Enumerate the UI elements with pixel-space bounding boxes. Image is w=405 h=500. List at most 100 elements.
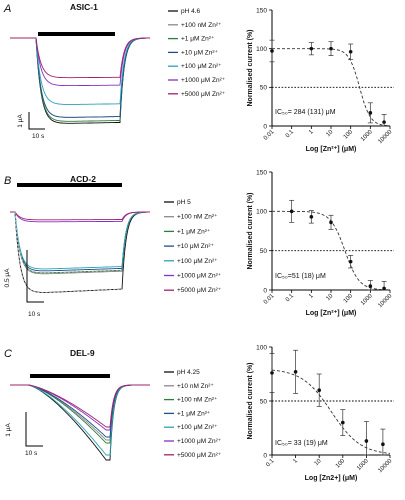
legend-label: +1000 μM Zn²⁺ — [177, 438, 222, 445]
data-point — [309, 46, 314, 51]
y-tick-label: 100 — [256, 344, 267, 351]
y-axis-label: Normalised current (%) — [247, 362, 254, 439]
data-point — [270, 371, 274, 375]
legend-label: +100 μM Zn²⁺ — [177, 258, 218, 265]
legend-label: +5000 μM Zn²⁺ — [177, 452, 222, 459]
trace-control — [10, 384, 150, 461]
panel-letter: C — [4, 348, 12, 360]
trace-zn_5000uM — [10, 384, 150, 428]
legend-label: +100 nM Zn²⁺ — [177, 214, 218, 221]
legend-label: +10 μM Zn²⁺ — [181, 49, 219, 56]
fit-curve — [271, 369, 391, 454]
data-point — [348, 259, 353, 264]
x-tick-label: 10000 — [377, 458, 394, 475]
x-tick-label: 0.01 — [263, 129, 276, 142]
scale-bar-y-label: 1 μA — [5, 423, 12, 437]
data-point — [382, 120, 386, 124]
trace-zn_100nM — [10, 384, 150, 441]
trace-control — [10, 211, 150, 293]
x-tick-label: 10000 — [377, 293, 394, 310]
legend-label: +100 μM Zn²⁺ — [177, 424, 218, 431]
data-point — [329, 220, 333, 225]
x-axis-label: Log [Zn²⁺] (μM) — [306, 310, 357, 317]
panel-title: ASIC-1 — [70, 2, 98, 12]
trace-zn_1000uM — [10, 384, 150, 431]
trace-zn_1000uM — [10, 211, 150, 223]
legend-label: +1 μM Zn²⁺ — [181, 36, 215, 43]
legend-label: +5000 μM Zn²⁺ — [181, 91, 226, 98]
legend-label: +100 nM Zn²⁺ — [181, 22, 222, 29]
x-tick-label: 1 — [308, 293, 315, 300]
trace-panel-A — [10, 37, 151, 124]
data-point — [368, 284, 373, 288]
y-axis-label: Normalised current (%) — [247, 192, 254, 269]
dose-response-B — [269, 171, 394, 293]
legend-label: +100 nM Zn²⁺ — [177, 397, 218, 404]
ic50-annotation: IC₅₀= 33 (19) μM — [275, 440, 328, 447]
panel-letter: B — [4, 175, 11, 187]
data-point — [368, 111, 373, 115]
data-point — [317, 388, 322, 393]
x-tick-label: 1000 — [356, 458, 370, 472]
scale-bar — [26, 250, 44, 303]
legend-label: pH 5 — [177, 199, 191, 206]
x-tick-label: 1 — [292, 458, 299, 465]
panel-title: DEL-9 — [70, 348, 95, 358]
trace-panel-C — [10, 384, 150, 461]
legend-label: +1 μM Zn²⁺ — [177, 228, 211, 235]
y-tick-label: 100 — [256, 46, 267, 53]
trace-zn_100uM — [10, 384, 150, 456]
trace-zn_1uM — [10, 37, 151, 122]
legend-label: pH 4.25 — [177, 369, 200, 376]
scale-bar — [25, 412, 43, 447]
x-axis-label: Log [Zn²⁺] (μM) — [306, 146, 357, 153]
x-tick-label: 1 — [308, 129, 315, 136]
x-tick-label: 1000 — [360, 293, 374, 307]
data-point — [270, 49, 274, 53]
x-tick-label: 1000 — [360, 129, 374, 143]
trace-zn_100uM — [10, 211, 151, 270]
legend-label: pH 4.6 — [181, 8, 201, 15]
y-tick-label: 50 — [260, 85, 268, 92]
trace-fit-line — [14, 211, 122, 274]
ic50-annotation: IC₅₀=51 (18) μM — [275, 273, 326, 280]
trace-zn_5000uM — [10, 37, 150, 79]
y-tick-label: 100 — [256, 209, 267, 216]
y-tick-label: 50 — [260, 248, 268, 255]
x-tick-label: 10 — [325, 293, 334, 302]
y-axis-label: Normalised current (%) — [247, 29, 254, 106]
dose-response-A — [269, 9, 394, 129]
data-point — [293, 370, 298, 374]
scale-bar — [28, 112, 45, 130]
x-tick-label: 10 — [314, 458, 323, 467]
panel-title: ACD-2 — [70, 174, 96, 184]
legend-label: +100 μM Zn²⁺ — [181, 63, 222, 70]
y-tick-label: 0 — [263, 452, 267, 459]
x-tick-label: 0.1 — [265, 458, 276, 469]
x-tick-label: 0.1 — [285, 129, 296, 140]
x-tick-label: 100 — [343, 129, 355, 141]
scale-bar-y-label: 0.5 μA — [4, 268, 11, 288]
panel-letter: A — [3, 3, 11, 15]
data-point — [381, 442, 385, 447]
legend-label: +5000 μM Zn²⁺ — [177, 287, 222, 294]
x-tick-label: 0.1 — [285, 293, 296, 304]
trace-control — [10, 37, 151, 124]
legend-label: +1000 μM Zn²⁺ — [177, 273, 222, 280]
legend-label: +10 μM Zn²⁺ — [177, 243, 215, 250]
x-tick-label: 10 — [325, 129, 334, 138]
trace-fit-line — [14, 211, 122, 293]
trace-zn_5000uM — [10, 211, 150, 221]
x-axis-label: Log [Zn2+] (μM) — [305, 475, 358, 482]
data-point — [289, 209, 294, 214]
data-point — [382, 286, 386, 291]
scale-bar-x-label: 10 s — [28, 311, 41, 318]
x-tick-label: 0.01 — [263, 293, 276, 306]
y-tick-label: 50 — [260, 398, 268, 405]
y-tick-label: 150 — [256, 7, 267, 14]
dose-response-C — [269, 346, 394, 458]
data-point — [309, 215, 314, 219]
x-tick-label: 100 — [335, 458, 347, 470]
legend-label: +10 nM Zn²⁺ — [177, 383, 214, 390]
data-point — [364, 439, 369, 443]
